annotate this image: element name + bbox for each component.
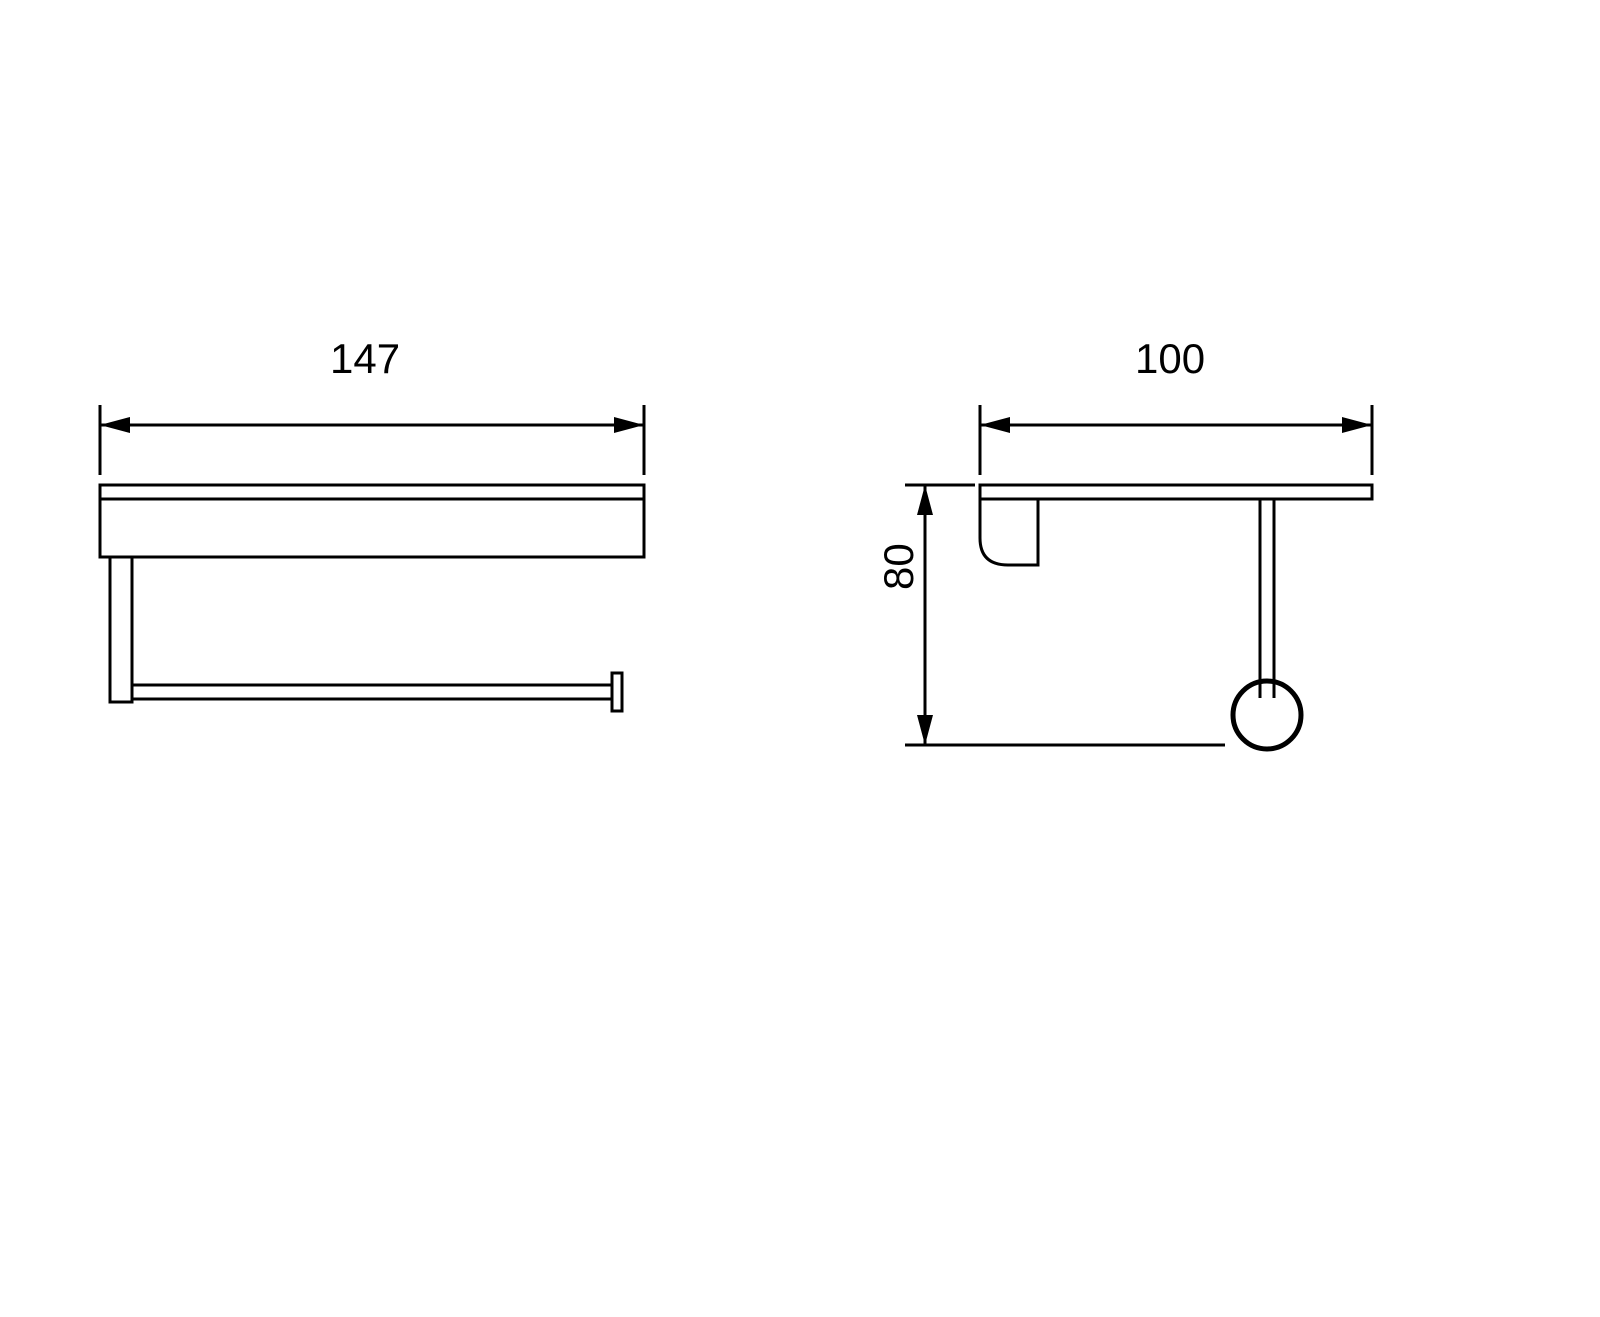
front-view: 147 xyxy=(80,320,680,770)
front-width-label: 147 xyxy=(330,335,400,383)
side-height-label: 80 xyxy=(875,543,923,590)
side-view: 100 80 xyxy=(840,320,1400,770)
front-view-svg xyxy=(80,320,680,770)
side-view-svg xyxy=(840,320,1400,770)
side-width-label: 100 xyxy=(1135,335,1205,383)
